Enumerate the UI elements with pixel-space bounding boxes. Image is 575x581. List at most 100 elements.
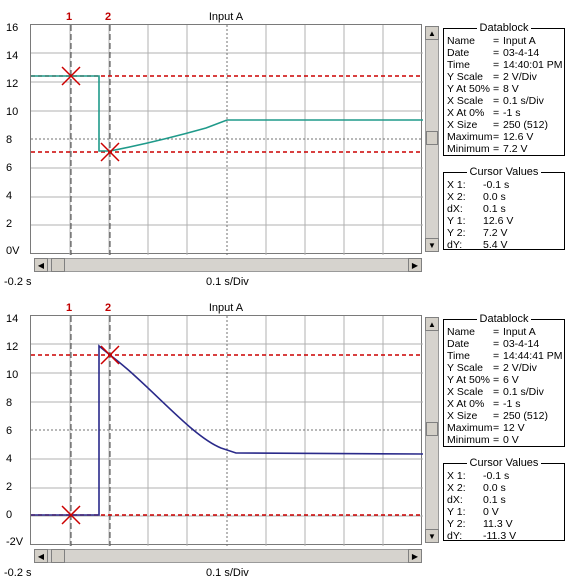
cursor-2-marker (100, 345, 120, 365)
cursor-1-label[interactable]: 1 (66, 11, 73, 23)
datablock-value: 12.6 V (503, 131, 534, 143)
cursor-1-marker (61, 505, 81, 525)
datablock-value: 6 V (503, 374, 519, 386)
datablock-value: Input A (503, 35, 536, 47)
cursor-key: Y 2: (447, 227, 466, 239)
y-tick: 4 (6, 190, 13, 202)
scroll-down-button[interactable]: ▼ (425, 238, 439, 252)
datablock-key: Y At 50% (447, 374, 491, 386)
cursor-value: 0.1 s (483, 203, 506, 215)
cursor-key: X 2: (447, 191, 466, 203)
cursor-1-label[interactable]: 1 (66, 302, 73, 314)
scroll-thumb[interactable] (51, 549, 65, 563)
scroll-up-button[interactable]: ▲ (425, 317, 439, 331)
cursor-key: dY: (447, 530, 463, 542)
y-tick: 14 (6, 313, 19, 325)
datablock-key: X Size (447, 410, 478, 422)
datablock-key: X At 0% (447, 107, 485, 119)
datablock-key: Minimum (447, 434, 490, 446)
cursor-value: 0.0 s (483, 482, 506, 494)
y-tick: 12 (6, 341, 19, 353)
cursor-2-marker (100, 142, 120, 162)
waveform-plot[interactable] (30, 315, 423, 546)
scroll-right-button[interactable]: ▶ (408, 258, 422, 272)
datablock-value: 14:40:01 PM (503, 59, 563, 71)
scroll-up-button[interactable]: ▲ (425, 26, 439, 40)
cursor-key: Y 1: (447, 506, 466, 518)
plot-title: Input A (208, 302, 244, 314)
cursor-key: dX: (447, 203, 463, 215)
y-tick: 8 (6, 134, 13, 146)
datablock-key: Y Scale (447, 71, 483, 83)
scroll-left-button[interactable]: ◀ (34, 258, 48, 272)
datablock-key: Y At 50% (447, 83, 491, 95)
cursor-value: -0.1 s (483, 179, 510, 191)
y-tick: 6 (6, 425, 13, 437)
grid (31, 25, 423, 255)
cursor-1-marker (61, 66, 81, 86)
y-tick: 16 (6, 22, 19, 34)
vertical-scrollbar[interactable]: ▲ ▼ (425, 317, 439, 543)
y-tick: 2 (6, 218, 13, 230)
cursor-value: 7.2 V (483, 227, 508, 239)
horizontal-scrollbar[interactable]: ◀ ▶ (34, 258, 422, 272)
datablock-title: Datablock (476, 22, 532, 34)
datablock-value: 2 V/Div (503, 71, 537, 83)
cursor-values: Cursor Values X 1: -0.1 s X 2: 0.0 s dX: 0.… (443, 166, 565, 251)
cursor-key: dX: (447, 494, 463, 506)
cursor-value: 0.1 s (483, 494, 506, 506)
datablock-value: 8 V (503, 83, 519, 95)
cursor-key: X 2: (447, 482, 466, 494)
scroll-thumb[interactable] (51, 258, 65, 272)
datablock-value: 0 V (503, 434, 519, 446)
datablock-key: Time (447, 350, 470, 362)
cursor-2-label[interactable]: 2 (105, 302, 112, 314)
datablock-key: Name (447, 326, 476, 338)
datablock-value: 0.1 s/Div (503, 386, 544, 398)
scroll-thumb[interactable] (426, 131, 438, 145)
y-tick: 0V (6, 245, 20, 257)
y-tick: 2 (6, 481, 13, 493)
waveform-plot[interactable] (30, 24, 423, 255)
cursor-values-title: Cursor Values (466, 166, 542, 178)
cursor-key: X 1: (447, 179, 466, 191)
datablock-key: Y Scale (447, 362, 483, 374)
datablock-key: Date (447, 47, 470, 59)
scroll-left-button[interactable]: ◀ (34, 549, 48, 563)
scroll-down-button[interactable]: ▼ (425, 529, 439, 543)
y-tick: 4 (6, 453, 13, 465)
datablock-value: 2 V/Div (503, 362, 537, 374)
y-tick: 0 (6, 509, 13, 521)
center-axes (31, 25, 423, 255)
datablock-value: 03-4-14 (503, 338, 540, 350)
x-scale-label: 0.1 s/Div (206, 567, 249, 579)
cursor-key: dY: (447, 239, 463, 251)
scroll-right-button[interactable]: ▶ (408, 549, 422, 563)
datablock-value: 250 (512) (503, 119, 548, 131)
y-tick: 8 (6, 397, 13, 409)
y-tick: 10 (6, 106, 19, 118)
cursor-value: -11.3 V (483, 530, 517, 542)
horizontal-scrollbar[interactable]: ◀ ▶ (34, 549, 422, 563)
datablock-value: -1 s (503, 107, 521, 119)
vertical-scrollbar[interactable]: ▲ ▼ (425, 26, 439, 252)
plot-title: Input A (208, 11, 244, 23)
scope-panel-bottom: Input A 1 2 14 12 10 8 6 4 2 0 -2V (0, 291, 575, 581)
cursor-value: -0.1 s (483, 470, 510, 482)
cursor-2-label[interactable]: 2 (105, 11, 112, 23)
datablock-value: 03-4-14 (503, 47, 540, 59)
y-tick: -2V (6, 536, 24, 548)
cursor-value: 11.3 V (483, 518, 513, 530)
cursor-key: Y 1: (447, 215, 466, 227)
scroll-thumb[interactable] (426, 422, 438, 436)
y-tick: 14 (6, 50, 19, 62)
datablock-title: Datablock (476, 313, 532, 325)
datablock-value: 0.1 s/Div (503, 95, 544, 107)
datablock-value: 7.2 V (503, 143, 528, 155)
y-tick: 10 (6, 369, 19, 381)
datablock-value: 250 (512) (503, 410, 548, 422)
datablock-value: 14:44:41 PM (503, 350, 563, 362)
x-start-label: -0.2 s (4, 276, 32, 288)
datablock-key: Time (447, 59, 470, 71)
grid (31, 316, 423, 546)
